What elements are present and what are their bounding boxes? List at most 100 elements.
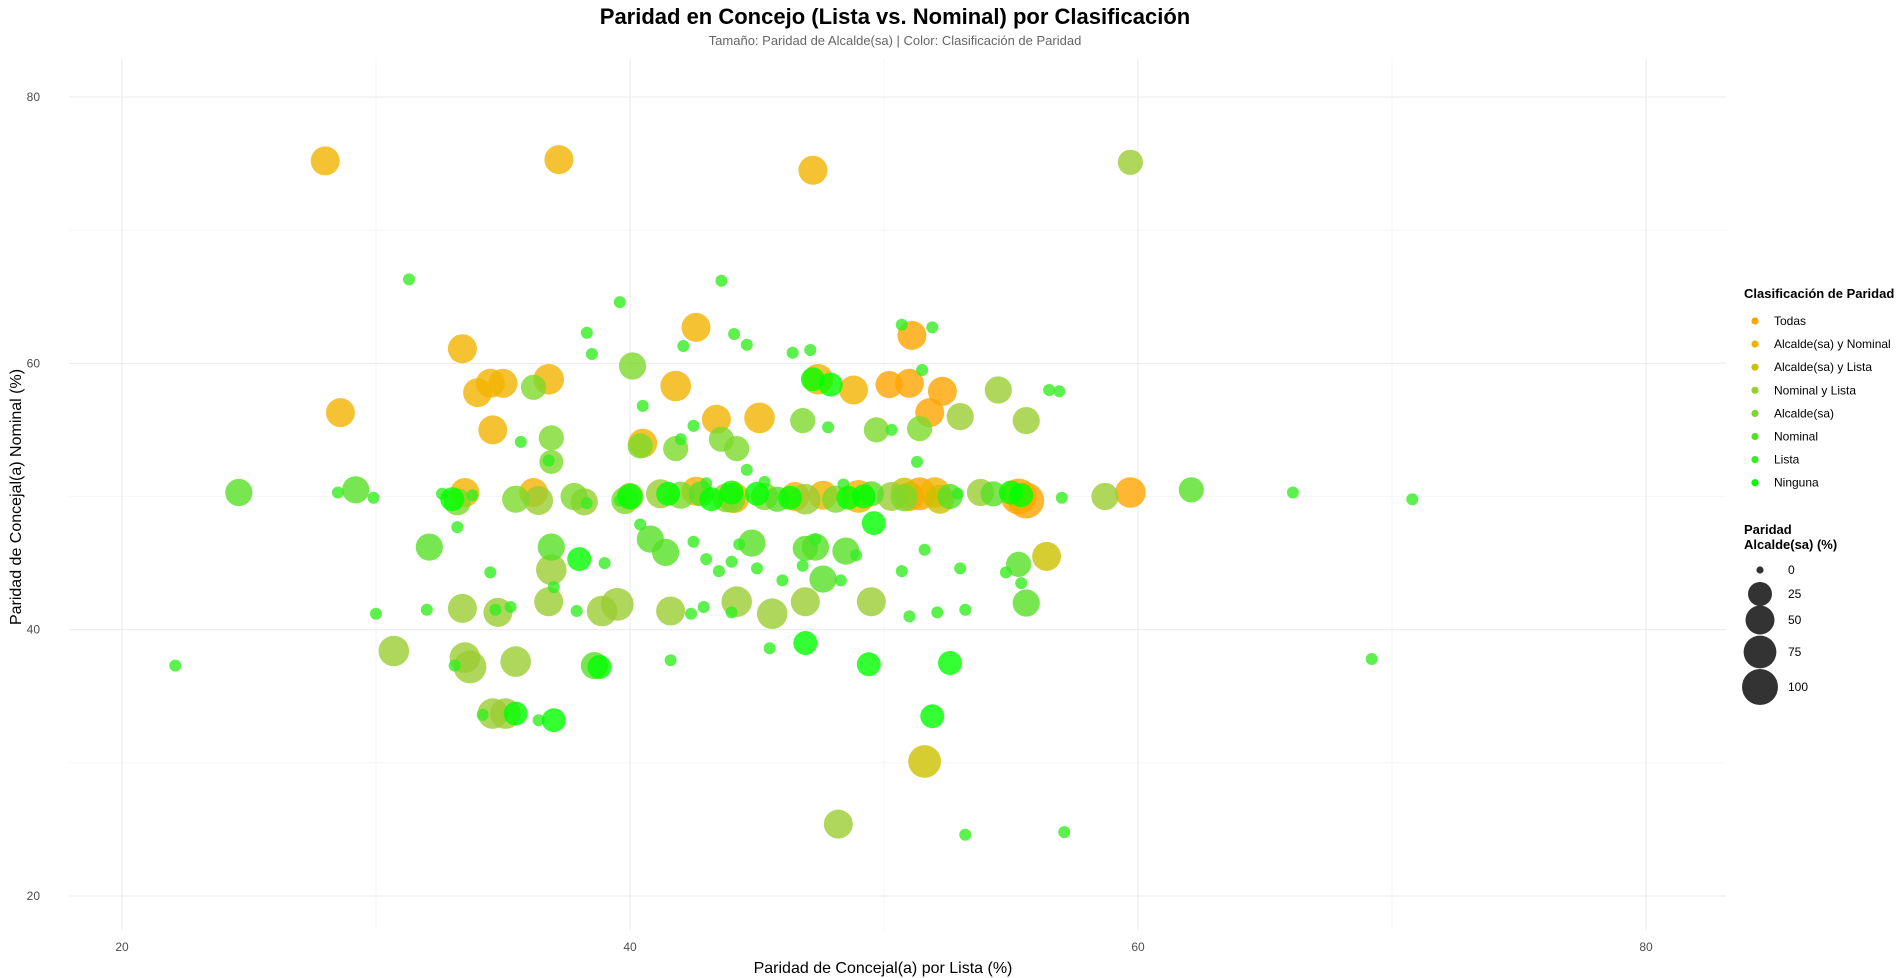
data-point [796, 559, 809, 572]
chart-subtitle: Tamaño: Paridad de Alcalde(sa) | Color: … [709, 33, 1082, 48]
data-point [700, 477, 713, 490]
data-point [685, 607, 697, 620]
data-point [700, 553, 713, 566]
data-point [1286, 486, 1299, 499]
data-point [451, 521, 464, 534]
data-point [822, 421, 835, 434]
data-point [310, 146, 340, 176]
data-point [778, 485, 802, 510]
data-point [466, 489, 479, 502]
data-point [744, 402, 775, 434]
y-axis-ticks: 20 40 60 80 [27, 90, 41, 903]
data-point [687, 419, 700, 432]
data-point [524, 486, 554, 515]
data-point [916, 364, 929, 376]
data-point [656, 596, 686, 626]
data-point [627, 433, 653, 459]
data-point [809, 565, 837, 593]
data-point [532, 714, 545, 727]
data-point [478, 415, 508, 445]
data-point [541, 708, 566, 733]
data-point [918, 543, 931, 556]
data-point [725, 555, 738, 568]
size-legend-label: 50 [1788, 613, 1802, 627]
x-tick-label: 60 [1131, 940, 1145, 954]
data-point [728, 328, 741, 340]
data-point [1006, 551, 1032, 578]
y-tick-label: 40 [27, 623, 41, 637]
data-point [907, 416, 933, 442]
data-point [980, 481, 1006, 507]
data-point [580, 497, 593, 510]
data-point [745, 481, 769, 506]
data-point [927, 376, 957, 406]
data-point [719, 480, 744, 505]
legend-swatch [1751, 479, 1759, 487]
data-point [959, 603, 972, 616]
data-point [790, 587, 820, 617]
legend-swatch [1751, 409, 1759, 417]
data-point [681, 312, 711, 342]
size-legend-symbol [1748, 582, 1772, 606]
data-point [738, 529, 766, 557]
size-legend-label: 75 [1788, 645, 1802, 659]
legend-swatch [1751, 340, 1759, 348]
data-point [484, 566, 497, 579]
data-point [1406, 493, 1419, 506]
data-point [697, 601, 710, 613]
size-legend-symbol [1743, 635, 1777, 669]
data-point [488, 368, 518, 398]
x-axis-title: Paridad de Concejal(a) por Lista (%) [754, 960, 1013, 977]
data-point [740, 338, 753, 351]
data-points [169, 145, 1419, 841]
data-point [895, 318, 908, 331]
data-point [776, 574, 789, 587]
legend-label: Ninguna [1774, 476, 1819, 490]
data-point [938, 651, 962, 675]
data-point [463, 378, 493, 408]
data-point [804, 344, 817, 356]
data-point [447, 593, 477, 623]
data-point [570, 605, 583, 617]
chart-title: Paridad en Concejo (Lista vs. Nominal) p… [600, 4, 1190, 29]
data-point [618, 352, 647, 380]
data-point [890, 484, 918, 512]
data-point [537, 533, 565, 561]
data-point [903, 610, 916, 623]
data-point [634, 518, 647, 531]
data-point [598, 557, 611, 570]
data-point [863, 417, 890, 443]
data-point [885, 423, 898, 436]
data-point [1015, 577, 1028, 590]
data-point [875, 371, 903, 399]
x-tick-label: 40 [623, 940, 637, 954]
color-legend-title: Clasificación de Paridad [1744, 286, 1894, 301]
data-point [839, 375, 868, 405]
data-point [725, 606, 738, 619]
size-legend-symbol [1742, 669, 1778, 705]
data-point [763, 642, 776, 655]
data-point [712, 565, 725, 578]
data-point [1091, 482, 1119, 511]
data-point [959, 828, 972, 841]
data-point [544, 145, 574, 175]
data-point [894, 368, 924, 398]
data-point [1012, 407, 1040, 435]
x-axis-ticks: 20 40 60 80 [115, 940, 1653, 954]
data-point [652, 538, 680, 567]
data-point [895, 565, 908, 578]
data-point [415, 533, 443, 561]
data-point [1012, 589, 1040, 617]
color-legend: Clasificación de Paridad Todas Alcalde(sa… [1744, 286, 1894, 490]
data-point [580, 326, 593, 339]
data-point [790, 408, 816, 434]
data-point [931, 606, 944, 619]
data-point [1058, 826, 1071, 839]
data-point [677, 340, 690, 352]
x-tick-label: 20 [115, 940, 129, 954]
y-tick-label: 60 [27, 356, 41, 370]
size-legend-symbol [1756, 566, 1764, 574]
size-legend-label: 0 [1788, 563, 1795, 577]
data-point [585, 348, 598, 360]
data-point [1053, 385, 1066, 398]
